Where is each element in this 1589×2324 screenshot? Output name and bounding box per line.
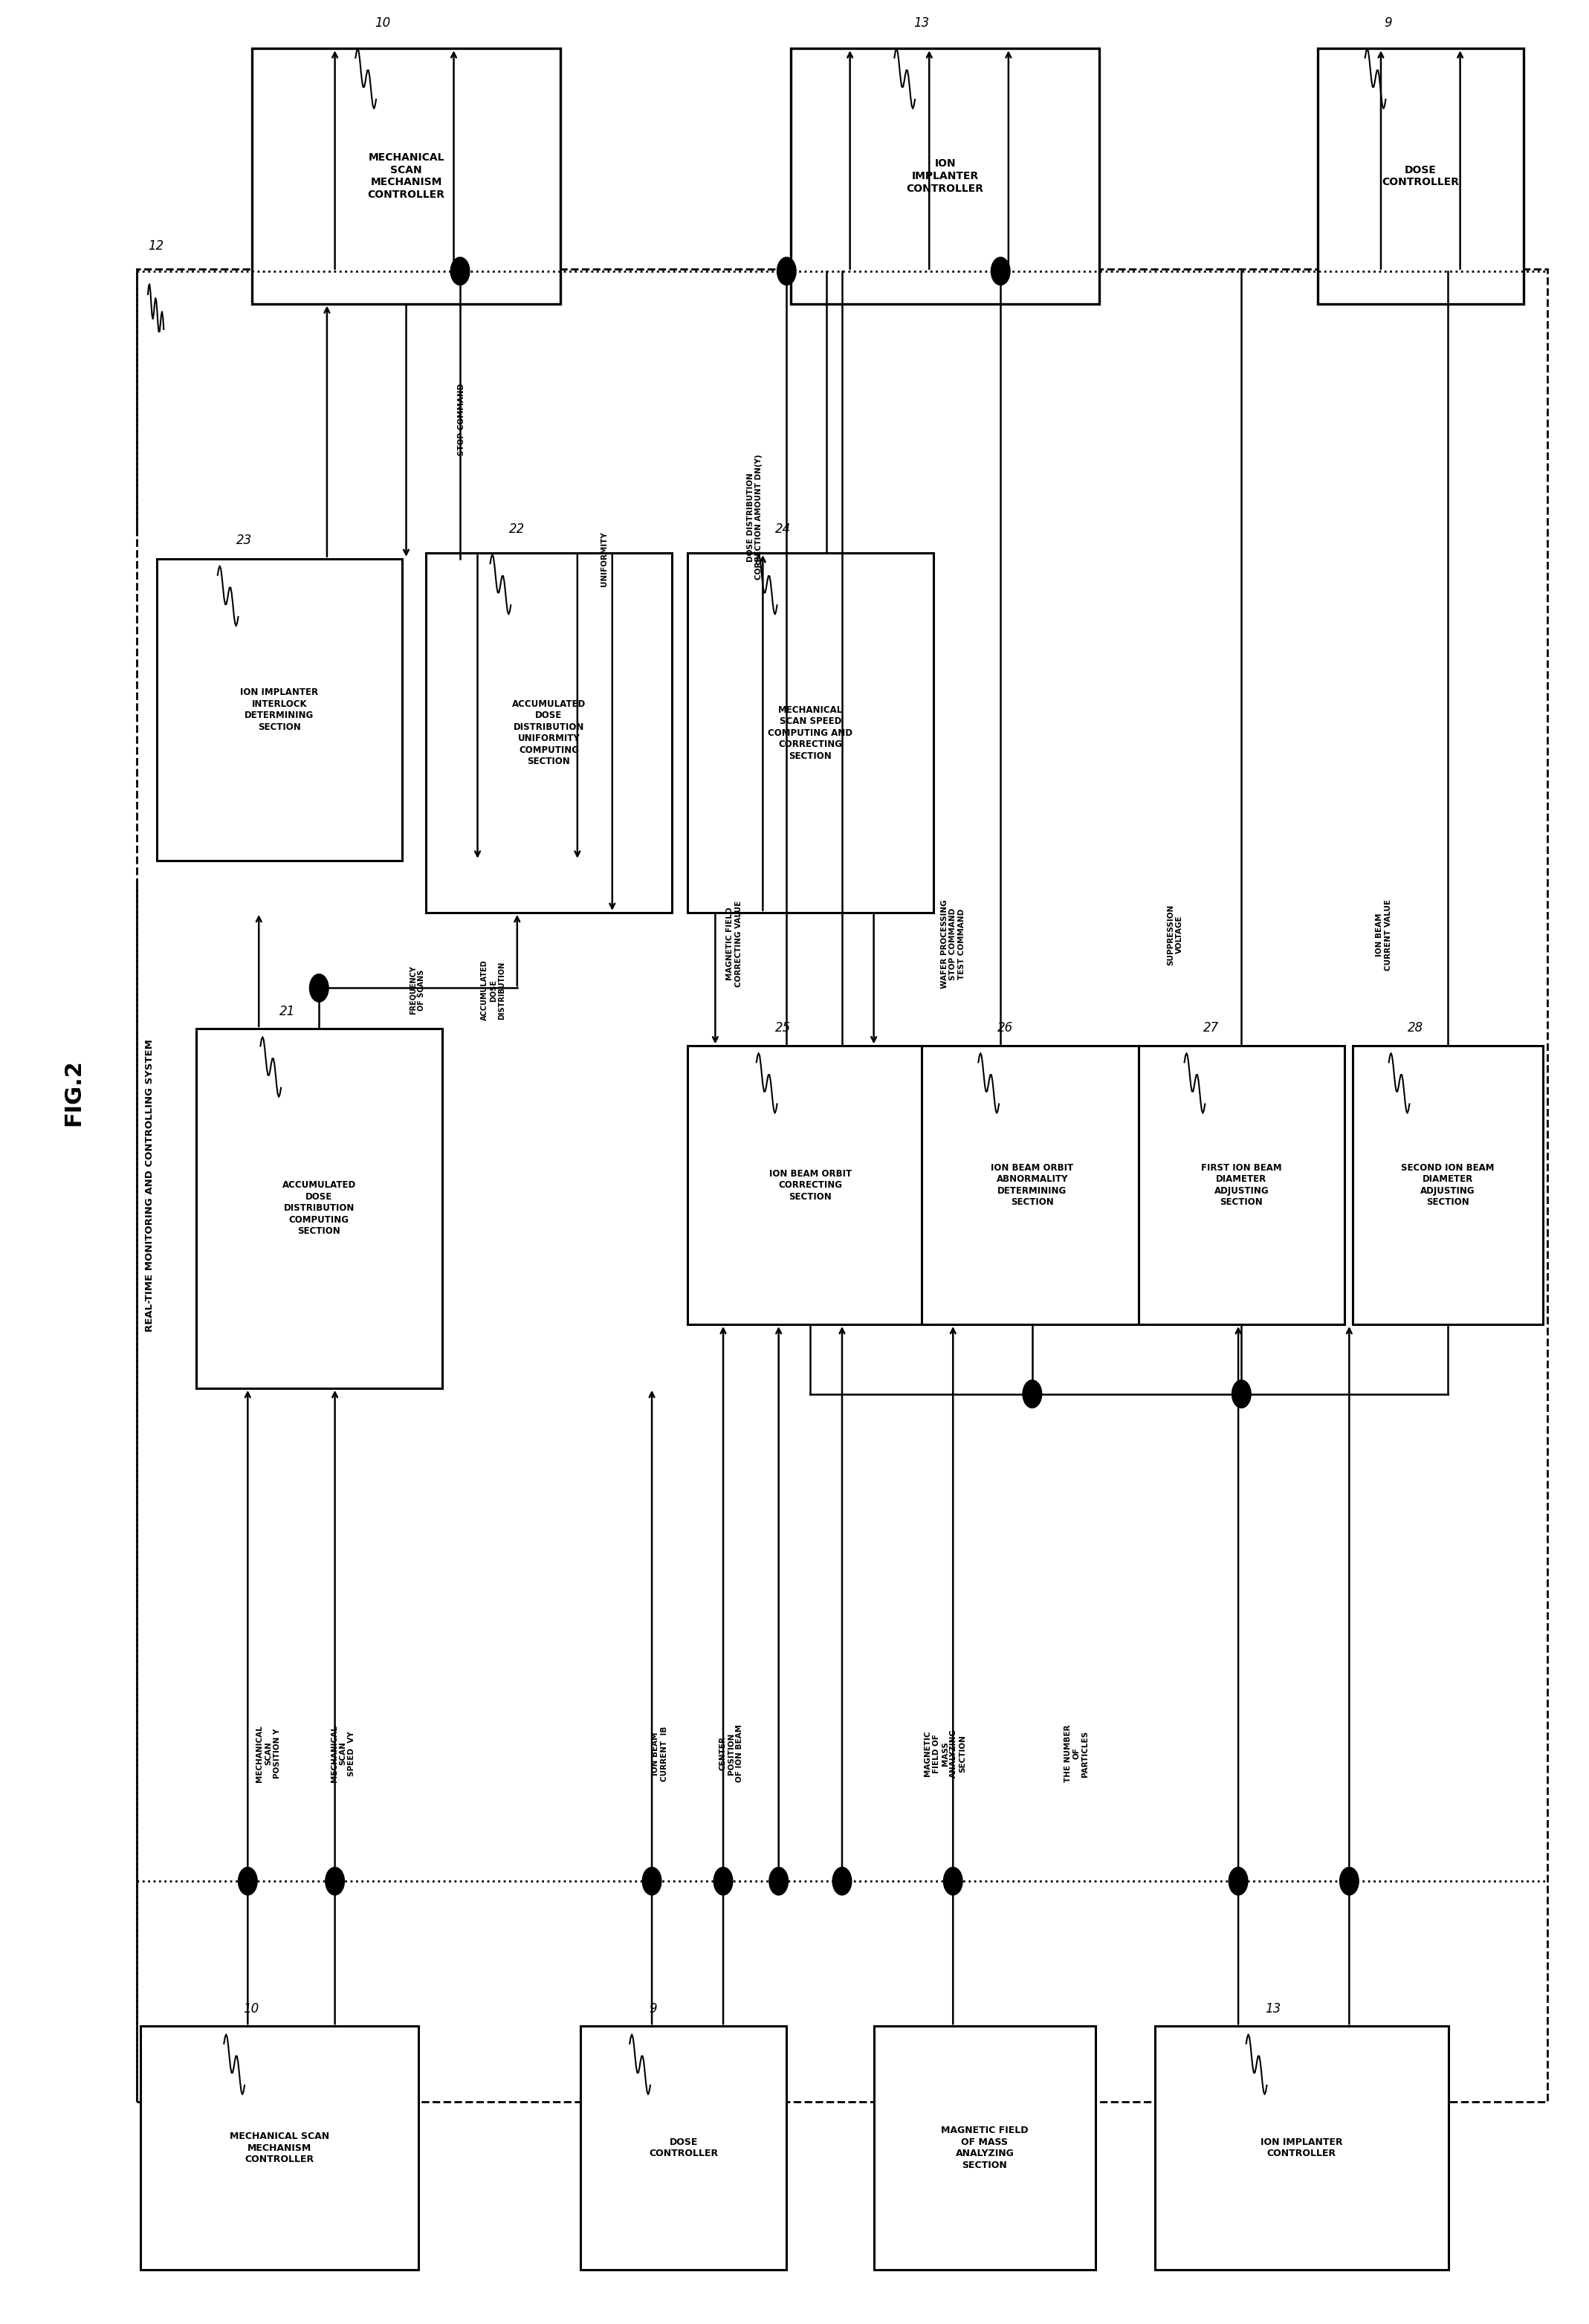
Text: 21: 21 <box>280 1004 296 1018</box>
Text: ION
IMPLANTER
CONTROLLER: ION IMPLANTER CONTROLLER <box>906 158 984 193</box>
Text: MECHANICAL
SCAN
POSITION Y: MECHANICAL SCAN POSITION Y <box>256 1724 281 1783</box>
Text: 22: 22 <box>508 523 524 535</box>
Bar <box>1138 1046 1344 1325</box>
Text: ION BEAM ORBIT
CORRECTING
SECTION: ION BEAM ORBIT CORRECTING SECTION <box>769 1169 852 1202</box>
Text: MECHANICAL
SCAN SPEED
COMPUTING AND
CORRECTING
SECTION: MECHANICAL SCAN SPEED COMPUTING AND CORR… <box>767 704 853 760</box>
Text: ACCUMULATED
DOSE
DISTRIBUTION
UNIFORMITY
COMPUTING
SECTION: ACCUMULATED DOSE DISTRIBUTION UNIFORMITY… <box>512 700 586 767</box>
Bar <box>137 270 1548 2101</box>
Text: ION IMPLANTER
INTERLOCK
DETERMINING
SECTION: ION IMPLANTER INTERLOCK DETERMINING SECT… <box>240 688 318 732</box>
Text: 13: 13 <box>914 16 930 30</box>
Circle shape <box>944 1866 963 1894</box>
Bar <box>580 2027 787 2271</box>
Bar <box>1317 49 1524 304</box>
Bar <box>426 553 672 913</box>
Text: DOSE DISTRIBUTION
CORRECTION AMOUNT DN(Y): DOSE DISTRIBUTION CORRECTION AMOUNT DN(Y… <box>747 453 763 579</box>
Text: MAGNETIC FIELD
CORRECTING VALUE: MAGNETIC FIELD CORRECTING VALUE <box>726 902 742 988</box>
Bar <box>922 1046 1142 1325</box>
Text: UNIFORMITY: UNIFORMITY <box>601 532 609 586</box>
Bar <box>791 49 1100 304</box>
Text: MAGNETIC
FIELD OF
MASS
ANALYZING
SECTION: MAGNETIC FIELD OF MASS ANALYZING SECTION <box>925 1729 966 1778</box>
Text: 10: 10 <box>375 16 391 30</box>
Text: STOP COMMAND: STOP COMMAND <box>458 383 466 456</box>
Circle shape <box>451 258 470 286</box>
Text: CENTER
POSITION
OF ION BEAM: CENTER POSITION OF ION BEAM <box>718 1724 744 1783</box>
Text: SUPPRESSION
VOLTAGE: SUPPRESSION VOLTAGE <box>1166 904 1182 964</box>
Bar <box>688 553 933 913</box>
Text: 27: 27 <box>1203 1020 1219 1034</box>
Circle shape <box>238 1866 257 1894</box>
Text: 13: 13 <box>1265 2003 1281 2015</box>
Bar <box>251 49 561 304</box>
Text: SECOND ION BEAM
DIAMETER
ADJUSTING
SECTION: SECOND ION BEAM DIAMETER ADJUSTING SECTI… <box>1401 1162 1494 1206</box>
Text: FIG.2: FIG.2 <box>62 1060 84 1125</box>
Text: MECHANICAL SCAN
MECHANISM
CONTROLLER: MECHANICAL SCAN MECHANISM CONTROLLER <box>229 2131 329 2164</box>
Text: 10: 10 <box>243 2003 259 2015</box>
Circle shape <box>777 258 796 286</box>
Bar <box>157 558 402 860</box>
Circle shape <box>833 1866 852 1894</box>
Text: 23: 23 <box>237 535 253 546</box>
Circle shape <box>310 974 329 1002</box>
Text: MAGNETIC FIELD
OF MASS
ANALYZING
SECTION: MAGNETIC FIELD OF MASS ANALYZING SECTION <box>941 2126 1028 2171</box>
Text: ION BEAM
CURRENT  IB: ION BEAM CURRENT IB <box>651 1727 667 1780</box>
Text: 12: 12 <box>148 239 164 253</box>
Circle shape <box>1228 1866 1247 1894</box>
Bar <box>1352 1046 1543 1325</box>
Text: MECHANICAL
SCAN
MECHANISM
CONTROLLER: MECHANICAL SCAN MECHANISM CONTROLLER <box>367 151 445 200</box>
Text: ACCUMULATED
DOSE
DISTRIBUTION
COMPUTING
SECTION: ACCUMULATED DOSE DISTRIBUTION COMPUTING … <box>283 1181 356 1236</box>
Text: FIRST ION BEAM
DIAMETER
ADJUSTING
SECTION: FIRST ION BEAM DIAMETER ADJUSTING SECTIO… <box>1201 1162 1282 1206</box>
Bar <box>1155 2027 1448 2271</box>
Circle shape <box>326 1866 345 1894</box>
Text: DOSE
CONTROLLER: DOSE CONTROLLER <box>1382 165 1459 188</box>
Bar <box>141 2027 418 2271</box>
Text: 25: 25 <box>775 1020 791 1034</box>
Circle shape <box>1023 1380 1042 1408</box>
Text: DOSE
CONTROLLER: DOSE CONTROLLER <box>648 2138 718 2159</box>
Text: ACCUMULATED
DOSE
DISTRIBUTION: ACCUMULATED DOSE DISTRIBUTION <box>481 960 505 1020</box>
Text: REAL-TIME MONITORING AND CONTROLLING SYSTEM: REAL-TIME MONITORING AND CONTROLLING SYS… <box>145 1039 154 1332</box>
Text: 24: 24 <box>775 523 791 535</box>
Text: THE NUMBER
OF
PARTICLES: THE NUMBER OF PARTICLES <box>1065 1724 1088 1783</box>
Circle shape <box>713 1866 733 1894</box>
Text: ION IMPLANTER
CONTROLLER: ION IMPLANTER CONTROLLER <box>1260 2138 1343 2159</box>
Bar <box>195 1030 442 1387</box>
Circle shape <box>1340 1866 1359 1894</box>
Bar <box>874 2027 1096 2271</box>
Circle shape <box>1231 1380 1251 1408</box>
Text: ION BEAM ORBIT
ABNORMALITY
DETERMINING
SECTION: ION BEAM ORBIT ABNORMALITY DETERMINING S… <box>992 1162 1074 1206</box>
Circle shape <box>769 1866 788 1894</box>
Text: 26: 26 <box>998 1020 1014 1034</box>
Text: FREQUENCY
OF SCANS: FREQUENCY OF SCANS <box>410 967 426 1016</box>
Text: ION BEAM
CURRENT VALUE: ION BEAM CURRENT VALUE <box>1376 899 1392 971</box>
Text: 9: 9 <box>1384 16 1392 30</box>
Circle shape <box>642 1866 661 1894</box>
Text: 28: 28 <box>1408 1020 1424 1034</box>
Text: 9: 9 <box>648 2003 656 2015</box>
Text: WAFER PROCESSING
STOP COMMAND
TEST COMMAND: WAFER PROCESSING STOP COMMAND TEST COMMA… <box>941 899 966 988</box>
Circle shape <box>992 258 1011 286</box>
Text: MECHANICAL
SCAN
SPEED  VY: MECHANICAL SCAN SPEED VY <box>331 1724 356 1783</box>
Bar <box>688 1046 933 1325</box>
